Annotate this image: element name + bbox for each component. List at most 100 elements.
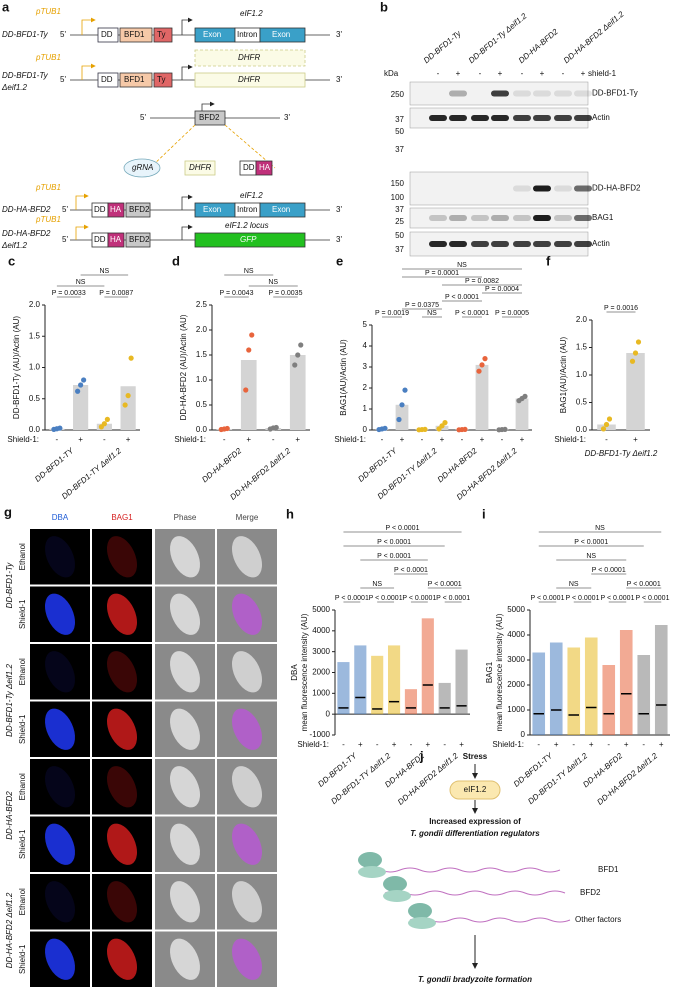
distribution [637,655,651,735]
distribution [337,662,350,715]
band [491,90,509,97]
significance-label: P < 0.0001 [394,567,428,574]
data-point [382,425,388,431]
chart: e 0 1 2 3 4 5 BAG1(AU)/Actin (AU) Shield-1: - + - + -… [334,253,532,502]
y-tick-label: 4000 [507,630,525,639]
shield-label: Shield-1: [297,740,329,749]
label: BFD1 [124,75,145,84]
data-point [295,352,301,358]
y-tick-label: 0.5 [576,398,588,407]
parasite-vacuole [106,708,138,750]
label: DD-HA-BFD2 Δeif1.2 [562,9,626,65]
data-point [476,368,482,374]
parasite-vacuole [44,536,76,578]
parasite-vacuole [44,881,76,923]
label: 37 [395,245,404,254]
y-tick-label: 3 [363,362,368,371]
group-label: DD-HA-BFD2 [436,446,479,484]
bar [597,424,616,430]
label: DD-BFD1-Ty [2,71,49,80]
y-tick-label: 0.0 [196,425,208,434]
label: DD-BFD1-Ty [2,30,49,39]
data-point [422,426,428,432]
label: Intron [237,205,257,214]
row-label: Shield-1 [18,714,27,744]
y-tick-label: 1000 [312,688,330,697]
x-tick-label: - [342,740,345,749]
label: a [2,0,10,14]
label: Exon [203,30,221,39]
label: HA [110,235,122,244]
data-point [273,424,279,431]
distribution [404,689,418,715]
panel-label: c [8,253,15,268]
x-tick-label: - [421,435,424,444]
significance-label: P < 0.0001 [377,553,411,560]
data-point [246,347,252,353]
distribution [549,642,563,735]
group-label: DD-HA-BFD2 Δeif1.2 [5,892,14,968]
construct-diagram [70,17,330,248]
band [554,241,572,247]
label: Increased expression of [429,817,521,826]
label: Exon [272,30,290,39]
parasite-vacuole [169,536,201,578]
y-tick-label: 0 [363,425,368,434]
data-point [402,387,408,393]
y-tick-label: 5000 [312,605,330,614]
label: BAG1 [592,213,614,222]
label: eIF1.2 locus [225,221,269,230]
row-label: Shield-1 [18,944,27,974]
band [554,215,572,221]
band [533,185,551,192]
parasite-vacuole [44,593,76,635]
row-label: Ethanol [18,543,27,570]
data-point [249,332,255,338]
distribution [619,630,633,735]
data-point [57,425,63,431]
y-tick-label: 5000 [507,605,525,614]
significance-label: P < 0.0001 [428,581,462,588]
y-tick-label: 1.5 [576,343,588,352]
y-tick-label: 4 [363,341,368,350]
band [533,215,551,221]
y-tick-label: 3000 [507,655,525,664]
label: - [521,69,524,78]
parasite-vacuole [106,881,138,923]
data-point [243,387,249,393]
significance-label: P < 0.0001 [386,525,420,532]
label: GFP [240,235,257,244]
y-tick-label: 1.5 [196,350,208,359]
label: pTUB1 [35,7,61,16]
column-header: Merge [236,513,259,522]
group-label: DD-HA-BFD2 Δeif1.2 [396,751,460,807]
band [429,215,447,221]
label: b [380,0,388,14]
x-tick-label: + [358,740,363,749]
panel-label: h [286,506,294,521]
row-label: Shield-1 [18,599,27,629]
y-axis-title: BAG1(AU)/Actin (AU) [559,336,568,413]
parasite-vacuole [231,881,263,923]
label: 150 [391,179,405,188]
label: 3' [336,205,342,214]
label: BFD2 [580,888,601,897]
x-tick-label: + [520,435,525,444]
significance-label: P < 0.0001 [335,595,369,602]
y-tick-label: 2.5 [196,300,208,309]
significance-label: P = 0.0087 [99,290,133,297]
panel-label: d [172,253,180,268]
y-axis-title: mean fluorescence intensity (AU) [495,613,504,731]
x-tick-label: - [381,435,384,444]
label: DD-BFD1-Ty [422,28,464,65]
label: 100 [391,193,405,202]
chart: i 0 1000 2000 3000 4000 5000 BAG1 mean fluoresce… [482,506,670,807]
label: DHFR [238,53,260,62]
label: BFD1 [124,30,145,39]
parasite-vacuole [44,823,76,865]
x-tick-label: - [605,435,608,444]
group-label: DD-BFD1-Ty [5,562,14,609]
x-tick-label: - [103,435,106,444]
y-tick-label: 1.0 [576,370,588,379]
parasite-vacuole [44,651,76,693]
